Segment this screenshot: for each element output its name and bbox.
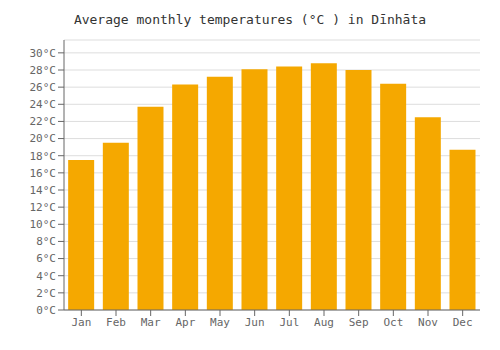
svg-text:Oct: Oct bbox=[383, 316, 403, 329]
svg-text:26°C: 26°C bbox=[30, 81, 57, 94]
svg-text:Jul: Jul bbox=[279, 316, 299, 329]
svg-text:12°C: 12°C bbox=[30, 201, 57, 214]
svg-text:18°C: 18°C bbox=[30, 150, 57, 163]
svg-text:6°C: 6°C bbox=[36, 252, 56, 265]
svg-text:Feb: Feb bbox=[106, 316, 126, 329]
svg-text:20°C: 20°C bbox=[30, 132, 57, 145]
svg-text:22°C: 22°C bbox=[30, 115, 57, 128]
svg-text:Nov: Nov bbox=[418, 316, 438, 329]
html-text:Average monthly temperatures (: Average monthly temperatures (°C ) in Dī… bbox=[73, 12, 427, 27]
svg-text:24°C: 24°C bbox=[30, 98, 57, 111]
svg-text:Aug: Aug bbox=[314, 316, 334, 329]
svg-text:Apr: Apr bbox=[175, 316, 195, 329]
svg-text:Jun: Jun bbox=[245, 316, 265, 329]
svg-text:Jan: Jan bbox=[71, 316, 91, 329]
svg-text:10°C: 10°C bbox=[30, 218, 57, 231]
svg-text:14°C: 14°C bbox=[30, 184, 57, 197]
svg-text:Mar: Mar bbox=[141, 316, 161, 329]
svg-text:Sep: Sep bbox=[349, 316, 369, 329]
svg-text:28°C: 28°C bbox=[30, 64, 57, 77]
svg-text:30°C: 30°C bbox=[30, 47, 57, 60]
svg-text:16°C: 16°C bbox=[30, 167, 57, 180]
svg-text:4°C: 4°C bbox=[36, 270, 56, 283]
svg-text:Dec: Dec bbox=[453, 316, 473, 329]
svg-text:May: May bbox=[210, 316, 230, 329]
svg-text:2°C: 2°C bbox=[36, 287, 56, 300]
svg-text:8°C: 8°C bbox=[36, 235, 56, 248]
svg-text:0°C: 0°C bbox=[36, 304, 56, 317]
